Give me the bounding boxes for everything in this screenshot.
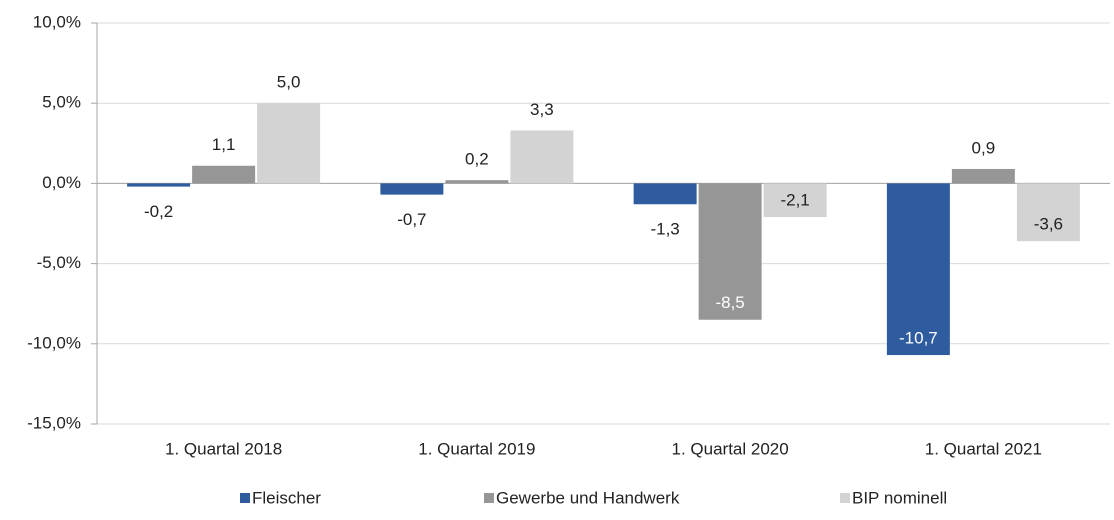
data-label: -2,1: [780, 191, 809, 210]
data-label: -10,7: [899, 329, 938, 348]
data-label: -0,2: [144, 202, 173, 221]
y-tick-label: -5,0%: [37, 253, 81, 272]
y-tick-label: 10,0%: [33, 12, 81, 31]
legend-marker: [840, 493, 850, 503]
legend-marker: [240, 493, 250, 503]
bar: [763, 183, 827, 218]
bar: [633, 183, 697, 205]
legend-label: Gewerbe und Handwerk: [496, 488, 680, 507]
data-label: 0,9: [972, 138, 996, 157]
y-tick-label: 0,0%: [42, 173, 81, 192]
data-label: -1,3: [650, 220, 679, 239]
bar: [951, 168, 1015, 184]
data-label: 5,0: [277, 73, 301, 92]
legend-label: BIP nominell: [852, 488, 947, 507]
legend-label: Fleischer: [252, 488, 321, 507]
x-tick-label: 1. Quartal 2019: [418, 439, 535, 458]
bar: [445, 180, 509, 184]
bar: [192, 165, 256, 184]
bar: [127, 183, 191, 187]
bar: [510, 130, 574, 184]
bar: [698, 183, 762, 320]
x-tick-label: 1. Quartal 2020: [672, 439, 789, 458]
bar: [1016, 183, 1080, 242]
y-tick-label: -15,0%: [27, 413, 81, 432]
data-label: 3,3: [530, 100, 554, 119]
bar: [257, 103, 321, 184]
bar: [380, 183, 444, 195]
legend-marker: [484, 493, 494, 503]
data-label: 0,2: [465, 150, 489, 169]
x-tick-label: 1. Quartal 2021: [925, 439, 1042, 458]
y-tick-label: 5,0%: [42, 93, 81, 112]
data-label: -0,7: [397, 210, 426, 229]
y-tick-label: -10,0%: [27, 333, 81, 352]
data-label: 1,1: [212, 135, 236, 154]
data-label: -3,6: [1034, 215, 1063, 234]
data-label: -8,5: [715, 293, 744, 312]
x-tick-label: 1. Quartal 2018: [165, 439, 282, 458]
bar: [886, 183, 950, 356]
